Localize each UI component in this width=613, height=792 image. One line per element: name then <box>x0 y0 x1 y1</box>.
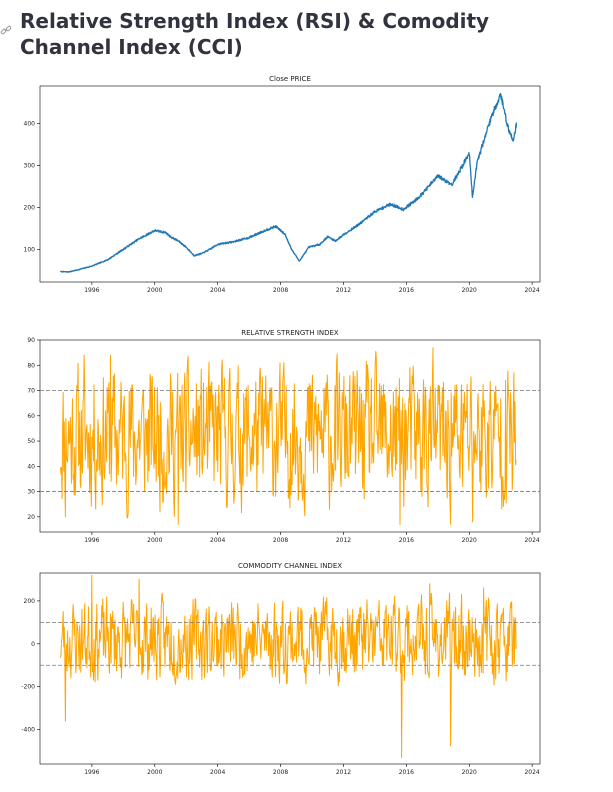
cci-x-tick-label: 2008 <box>273 769 288 776</box>
rsi-y-tick-label: 80 <box>27 362 35 369</box>
rsi-plot-frame <box>39 339 541 533</box>
cci-x-tick-label: 2000 <box>147 769 162 776</box>
cci-series-line <box>59 574 517 759</box>
rsi-y-tick-label: 60 <box>27 413 35 420</box>
price-x-tick-label: 2020 <box>462 287 477 294</box>
rsi-x-tick-label: 2016 <box>399 537 414 544</box>
rsi-chart-svg: RELATIVE STRENGTH INDEX 1996 2000 2004 2008 2… <box>27 329 541 544</box>
cci-y-tick-label: 200 <box>24 598 36 605</box>
cci-x-tick-label: 2012 <box>336 769 351 776</box>
price-x-tick-label: 1996 <box>84 287 99 294</box>
rsi-y-tick-label: 40 <box>27 463 35 470</box>
rsi-x-tick-label: 2008 <box>273 537 288 544</box>
rsi-series-line <box>59 347 517 525</box>
cci-y-tick-label: -200 <box>21 684 35 691</box>
rsi-y-tick-label: 70 <box>27 388 35 395</box>
link-icon[interactable] <box>0 24 12 36</box>
price-x-tick-label: 2024 <box>524 287 539 294</box>
cci-x-tick-label: 2020 <box>462 769 477 776</box>
price-x-tick-label: 2016 <box>399 287 414 294</box>
cci-x-tick-label: 2004 <box>210 769 225 776</box>
rsi-x-tick-label: 2024 <box>524 537 539 544</box>
cci-x-tick-label: 1996 <box>84 769 99 776</box>
rsi-y-tick-label: 30 <box>27 489 35 496</box>
price-x-tick-label: 2008 <box>273 287 288 294</box>
cci-y-tick-label: 0 <box>31 641 35 648</box>
rsi-x-tick-label: 2004 <box>210 537 225 544</box>
rsi-y-tick-label: 50 <box>27 438 35 445</box>
rsi-x-tick-label: 2020 <box>462 537 477 544</box>
rsi-x-tick-label: 2000 <box>147 537 162 544</box>
price-y-tick-label: 100 <box>24 246 36 253</box>
cci-x-tick-label: 2016 <box>399 769 414 776</box>
cci-y-tick-label: -400 <box>21 727 35 734</box>
cci-chart: COMMODITY CHANNEL INDEX 1996 2000 2004 2008 2… <box>0 557 613 787</box>
close-price-chart: Close PRICE 1996 2000 2004 2008 2012 2016 2020 2… <box>0 70 613 300</box>
rsi-x-tick-label: 1996 <box>84 537 99 544</box>
close-price-chart-svg: Close PRICE 1996 2000 2004 2008 2012 2016 2020 2… <box>24 75 541 294</box>
cci-x-tick-label: 2024 <box>524 769 539 776</box>
cci-plot-frame <box>39 572 541 765</box>
cci-chart-title: COMMODITY CHANNEL INDEX <box>238 562 342 570</box>
price-x-tick-label: 2012 <box>336 287 351 294</box>
rsi-chart-title: RELATIVE STRENGTH INDEX <box>241 329 339 337</box>
rsi-y-tick-label: 20 <box>27 514 35 521</box>
price-chart-title: Close PRICE <box>269 75 311 83</box>
price-x-tick-label: 2004 <box>210 287 225 294</box>
price-plot-frame <box>39 85 541 283</box>
price-series-line <box>59 92 518 273</box>
price-y-tick-label: 300 <box>24 163 36 170</box>
rsi-x-tick-label: 2012 <box>336 537 351 544</box>
price-y-tick-label: 200 <box>24 204 36 211</box>
price-y-tick-label: 400 <box>24 121 36 128</box>
price-x-tick-label: 2000 <box>147 287 162 294</box>
rsi-chart: RELATIVE STRENGTH INDEX 1996 2000 2004 2008 2… <box>0 322 613 552</box>
page-title: Relative Strength Index (RSI) & Comodity… <box>20 9 490 59</box>
rsi-y-tick-label: 90 <box>27 337 35 344</box>
